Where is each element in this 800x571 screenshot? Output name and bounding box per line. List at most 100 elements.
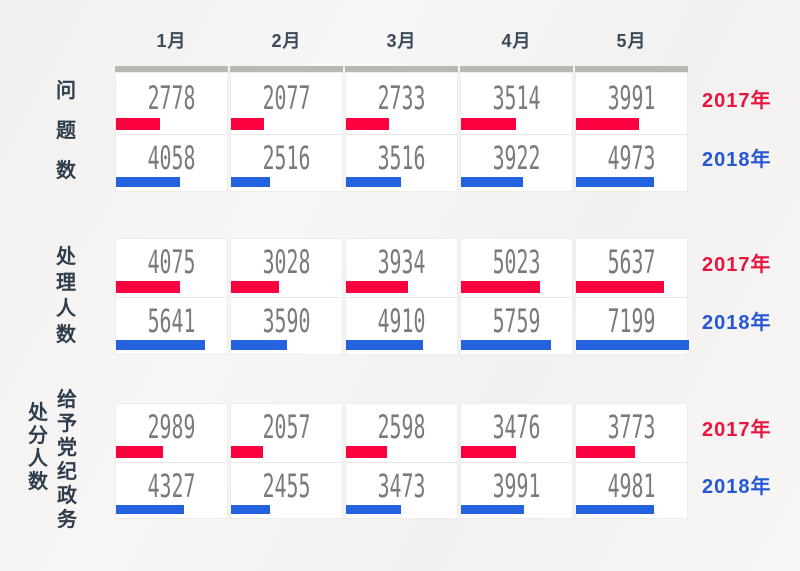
section-grid: 2989 4327 2057 2455 2598 3473 3476 3991 3773 4981: [115, 403, 688, 519]
value-label: 3590: [262, 302, 311, 340]
section-label-char: 理: [56, 272, 76, 294]
bar-2017: [461, 281, 540, 293]
section-label: 处分人数: [27, 402, 49, 493]
value-cell: 3516: [346, 134, 457, 191]
bar-2017: [346, 446, 387, 458]
value-label: 4327: [147, 467, 196, 505]
header-track-bar: [230, 66, 343, 72]
value-label: 3991: [492, 467, 541, 505]
chart-section-2: 处理人数 4075 5641 3028 3590 3934 4910 5023 5759 5637…: [0, 238, 800, 355]
value-label: 3922: [492, 139, 541, 177]
bar-2018: [116, 505, 184, 514]
month-label-3: 3月: [386, 31, 417, 51]
legend-2018: 2018年: [702, 312, 772, 334]
value-cell: 2989: [116, 404, 227, 462]
month-column-3月: 2733 3516: [345, 72, 458, 192]
header-track: [115, 66, 688, 72]
value-label: 2778: [147, 78, 196, 117]
value-cell: 4910: [346, 297, 457, 354]
section-label: 处理人数: [55, 246, 77, 346]
bar-2017: [461, 446, 516, 458]
value-label: 2455: [262, 467, 311, 505]
bar-2018: [461, 505, 524, 514]
value-cell: 4327: [116, 462, 227, 518]
value-label: 5023: [492, 243, 541, 281]
bar-2018: [116, 177, 180, 187]
bar-2017: [116, 446, 163, 458]
section-label-char: 数: [56, 324, 76, 346]
chart-section-1: 问题数 2778 4058 2077 2516 2733 3516 3514 3922 3991 4…: [0, 72, 800, 192]
bar-2018: [461, 340, 551, 350]
bar-2018: [576, 177, 654, 187]
header-track-bar: [460, 66, 573, 72]
section-label: 问题数: [55, 80, 77, 182]
section-label-char: 数: [56, 160, 76, 182]
legend-2017: 2017年: [702, 90, 772, 112]
value-label: 2733: [377, 78, 426, 117]
bar-2017: [346, 118, 389, 130]
value-label: 4075: [147, 243, 196, 281]
value-cell: 3028: [231, 239, 342, 297]
value-cell: 5759: [461, 297, 572, 354]
value-label: 2057: [262, 408, 311, 446]
value-cell: 3473: [346, 462, 457, 518]
bar-2018: [346, 505, 401, 514]
value-cell: 4973: [576, 134, 687, 191]
section-label-char: 分: [28, 425, 48, 447]
value-cell: 2598: [346, 404, 457, 462]
legend-2018: 2018年: [702, 149, 772, 171]
bar-2017: [231, 446, 263, 458]
value-cell: 2778: [116, 73, 227, 134]
month-column-4月: 3476 3991: [460, 403, 573, 519]
section-label-char: 予: [57, 413, 77, 435]
value-label: 2077: [262, 78, 311, 117]
value-label: 2598: [377, 408, 426, 446]
section-label-char: 问: [56, 80, 76, 102]
value-cell: 3922: [461, 134, 572, 191]
month-column-4月: 3514 3922: [460, 72, 573, 192]
value-cell: 3991: [576, 73, 687, 134]
bar-2018: [231, 177, 270, 187]
month-label-5: 5月: [616, 31, 647, 51]
section-label-char: 政: [57, 485, 77, 507]
value-label: 3476: [492, 408, 541, 446]
bar-2018: [346, 177, 401, 187]
bar-2018: [231, 340, 287, 350]
section-label-char: 纪: [57, 461, 77, 483]
value-label: 4058: [147, 139, 196, 177]
value-label: 5637: [607, 243, 656, 281]
legend-2018: 2018年: [702, 476, 772, 498]
bar-2017: [231, 118, 264, 130]
value-cell: 7199: [576, 297, 689, 354]
value-cell: 3934: [346, 239, 457, 297]
header-track-bar: [345, 66, 458, 72]
section-label-char: 给: [57, 389, 77, 411]
chart-section-3: 处分人数给予党纪政务 2989 4327 2057 2455 2598 3473 3476 39…: [0, 389, 800, 531]
month-column-3月: 2598 3473: [345, 403, 458, 519]
header-track-bar: [575, 66, 688, 72]
section-label-char: 题: [56, 120, 76, 142]
month-label-1: 1月: [156, 31, 187, 51]
value-cell: 3590: [231, 297, 342, 354]
section-grid: 4075 5641 3028 3590 3934 4910 5023 5759 5637 7199: [115, 238, 689, 355]
value-cell: 2733: [346, 73, 457, 134]
value-label: 3991: [607, 78, 656, 117]
value-label: 2989: [147, 408, 196, 446]
month-column-1月: 4075 5641: [115, 238, 228, 355]
bar-2018: [576, 340, 689, 350]
bar-2017: [116, 281, 180, 293]
section-label-char: 人: [28, 448, 48, 470]
month-column-2月: 3028 3590: [230, 238, 343, 355]
value-label: 3473: [377, 467, 426, 505]
value-label: 7199: [607, 302, 656, 340]
bar-2017: [576, 118, 639, 130]
value-label: 3934: [377, 243, 426, 281]
value-label: 4973: [607, 139, 656, 177]
value-cell: 3476: [461, 404, 572, 462]
section-label-char: 党: [57, 437, 77, 459]
value-cell: 3773: [576, 404, 687, 462]
month-column-5月: 3773 4981: [575, 403, 688, 519]
legend-2017: 2017年: [702, 254, 772, 276]
section-label-char: 务: [57, 509, 77, 531]
